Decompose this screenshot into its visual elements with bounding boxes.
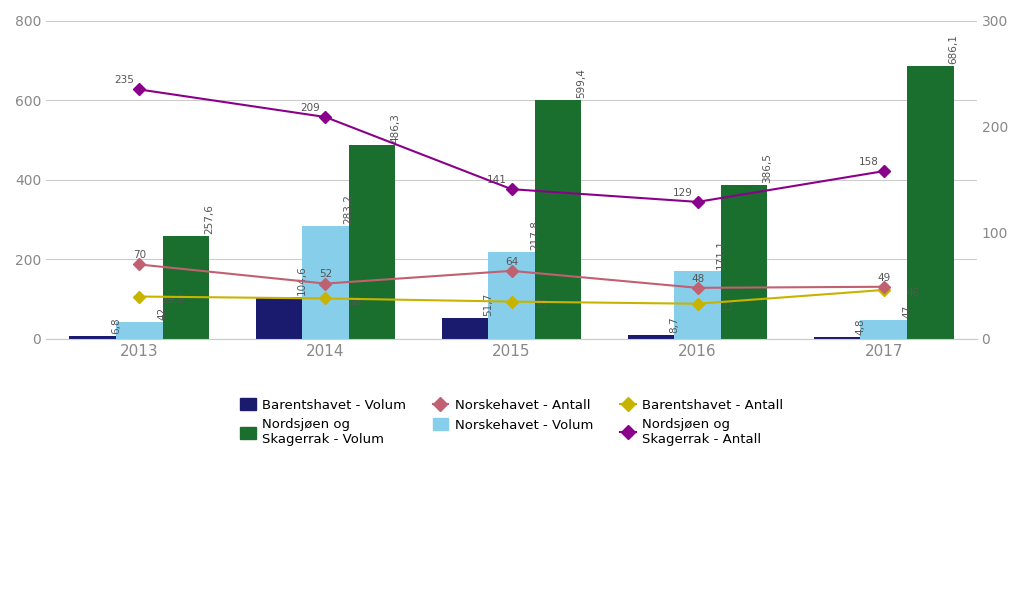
Bar <box>116 322 163 338</box>
Bar <box>814 337 860 338</box>
Text: 686,1: 686,1 <box>948 34 959 64</box>
Text: 141: 141 <box>487 175 506 185</box>
Text: 52: 52 <box>319 269 332 279</box>
Text: 129: 129 <box>673 188 693 198</box>
Bar <box>442 318 488 338</box>
Bar <box>163 236 209 338</box>
Bar <box>674 271 721 338</box>
Text: 35: 35 <box>534 300 547 310</box>
Bar <box>488 252 535 338</box>
Bar <box>628 335 674 338</box>
Text: 39,8: 39,8 <box>162 295 185 305</box>
Text: 8,7: 8,7 <box>669 316 679 334</box>
Text: 217,8: 217,8 <box>530 220 540 250</box>
Text: 4,8: 4,8 <box>855 318 865 335</box>
Text: 49: 49 <box>877 272 890 283</box>
Text: 386,5: 386,5 <box>762 153 772 183</box>
Bar <box>70 336 116 338</box>
Text: 64: 64 <box>505 256 518 267</box>
Bar <box>302 226 349 338</box>
Bar <box>860 320 907 338</box>
Text: 70: 70 <box>133 250 146 260</box>
Text: 283,2: 283,2 <box>344 194 354 224</box>
Text: 235: 235 <box>115 75 134 85</box>
Text: 42: 42 <box>158 307 168 320</box>
Bar <box>256 297 302 338</box>
Bar <box>907 66 953 338</box>
Text: 599,4: 599,4 <box>576 69 586 99</box>
Text: 6,8: 6,8 <box>112 318 121 334</box>
Text: 158: 158 <box>859 157 879 167</box>
Text: 47: 47 <box>902 305 911 318</box>
Text: 38: 38 <box>348 297 361 307</box>
Bar <box>535 100 581 338</box>
Text: 33: 33 <box>720 302 733 312</box>
Text: 209: 209 <box>301 103 320 113</box>
Text: 171,1: 171,1 <box>716 239 726 269</box>
Text: 51,7: 51,7 <box>483 293 493 316</box>
Text: 486,3: 486,3 <box>390 113 400 143</box>
Bar <box>721 185 767 338</box>
Text: 104,6: 104,6 <box>297 266 307 295</box>
Text: 46: 46 <box>906 288 920 298</box>
Text: 257,6: 257,6 <box>204 204 214 234</box>
Text: 48: 48 <box>691 274 704 283</box>
Legend: Barentshavet - Volum, Nordsjøen og
Skagerrak - Volum, Norskehavet - Antall, Nors: Barentshavet - Volum, Nordsjøen og Skage… <box>234 393 789 452</box>
Bar <box>349 145 395 338</box>
